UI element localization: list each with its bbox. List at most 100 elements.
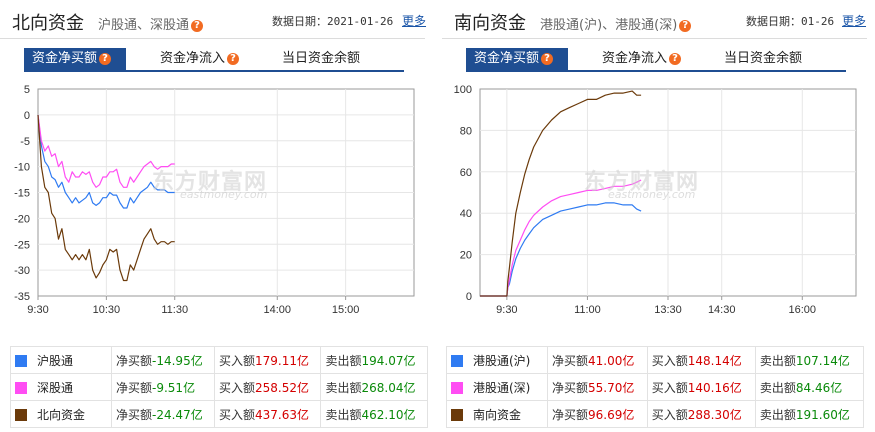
help-icon[interactable]: ? [679,19,692,32]
legend-net: 净买额96.69亿 [547,400,648,428]
sell-value: 268.04亿 [361,380,416,395]
north-tab-net-inflow[interactable]: 资金净流入? [152,48,247,70]
north-tab-balance[interactable]: 当日资金余额 [282,51,361,66]
x-tick-label: 11:00 [574,304,601,316]
south-chart: 100 80 60 40 20 0 9:30 11:00 13:30 14:30 16:00 [454,84,857,316]
legend-buy: 买入额148.14亿 [646,346,756,374]
watermark-logo: 东方财富网 [584,170,700,195]
south-tab-net-buy-label: 资金净买额 [474,51,540,66]
legend-series-name: 北向资金 [37,407,86,422]
y-tick-label: 80 [460,125,472,137]
net-value: 41.00亿 [588,353,635,368]
north-legend-table: 沪股通 净买额-14.95亿 买入额179.11亿 卖出额194.07亿 深股通 净买额-… [10,346,428,428]
buy-value: 288.30亿 [687,407,742,422]
legend-series: 深股通 [10,373,112,401]
y-tick-label: -15 [14,188,30,200]
help-icon[interactable]: ? [669,52,682,65]
help-icon[interactable]: ? [99,52,112,65]
legend-series: 沪股通 [10,346,112,374]
sell-value: 462.10亿 [361,407,416,422]
legend-buy: 买入额179.11亿 [213,346,322,374]
legend-buy: 买入额288.30亿 [646,400,756,428]
sell-label: 卖出额 [325,407,362,422]
series-line [37,114,175,282]
legend-swatch [15,382,27,394]
south-legend-row: 港股通(深) 净买额55.70亿 买入额140.16亿 卖出额84.46亿 [446,373,865,401]
y-tick-label: -20 [14,213,30,225]
y-tick-label: 60 [460,167,472,179]
net-value: -14.95亿 [152,353,203,368]
y-tick-label: 100 [454,84,472,96]
buy-value: 140.16亿 [687,380,742,395]
sell-label: 卖出额 [759,407,796,422]
legend-sell: 卖出额268.04亿 [320,373,428,401]
sell-label: 卖出额 [759,380,796,395]
south-tab-balance[interactable]: 当日资金余额 [724,51,803,66]
sell-value: 194.07亿 [361,353,416,368]
x-tick-label: 13:30 [654,304,682,316]
south-tab-net-inflow[interactable]: 资金净流入? [594,48,689,70]
south-tab-net-inflow-label: 资金净流入 [602,51,668,66]
net-value: 55.70亿 [588,380,635,395]
sell-value: 191.60亿 [795,407,850,422]
sell-label: 卖出额 [759,353,796,368]
north-title: 北向资金 [12,13,84,34]
legend-series: 港股通(深) [446,373,548,401]
series-line [480,202,642,297]
help-icon[interactable]: ? [227,52,240,65]
legend-swatch [451,355,463,367]
series-line [480,90,642,297]
legend-buy: 买入额258.52亿 [213,373,322,401]
legend-net: 净买额-14.95亿 [111,346,215,374]
legend-swatch [15,355,27,367]
net-label: 净买额 [552,380,589,395]
north-tab-underline [24,70,404,72]
net-value: -24.47亿 [152,407,203,422]
legend-sell: 卖出额84.46亿 [754,373,865,401]
north-panel: 北向资金 沪股通、深股通? 数据日期：2021-01-26 更多 资金净买额? … [0,0,428,432]
x-tick-label: 16:00 [789,304,817,316]
north-header: 北向资金 沪股通、深股通? 数据日期：2021-01-26 更多 [0,0,427,39]
net-label: 净买额 [552,407,589,422]
legend-series: 北向资金 [10,400,112,428]
help-icon[interactable]: ? [191,19,204,32]
help-icon[interactable]: ? [541,52,554,65]
north-more-link[interactable]: 更多 [402,14,427,28]
buy-value: 179.11亿 [254,353,309,368]
y-tick-label: 20 [460,250,472,262]
north-tab-net-buy-label: 资金净买额 [32,51,98,66]
legend-net: 净买额-24.47亿 [111,400,215,428]
south-header: 南向资金 港股通(沪)、港股通(深)? 数据日期：01-26 更多 [442,0,867,39]
legend-net: 净买额41.00亿 [547,346,648,374]
legend-swatch [451,409,463,421]
y-tick-label: -25 [14,239,30,251]
south-date: 数据日期：01-26 [746,15,835,28]
buy-value: 258.52亿 [254,380,309,395]
buy-label: 买入额 [218,353,255,368]
south-more-link[interactable]: 更多 [842,14,867,28]
south-panel: 南向资金 港股通(沪)、港股通(深)? 数据日期：01-26 更多 资金净买额?… [442,0,867,432]
north-subtitle: 沪股通、深股通? [98,14,204,33]
y-tick-label: 0 [466,291,472,303]
north-tab-net-inflow-label: 资金净流入 [160,51,226,66]
north-subtitle-text: 沪股通、深股通 [98,18,190,33]
sell-label: 卖出额 [325,353,362,368]
y-tick-label: -30 [14,265,30,277]
north-tab-net-buy[interactable]: 资金净买额? [24,48,126,70]
buy-label: 买入额 [651,407,688,422]
sell-value: 84.46亿 [795,380,843,395]
legend-series-name: 沪股通 [37,353,74,368]
legend-series-name: 港股通(沪) [473,353,531,368]
legend-buy: 买入额140.16亿 [646,373,756,401]
net-value: -9.51亿 [152,380,196,395]
watermark-url: eastmoney.com [180,188,268,201]
south-tab-net-buy[interactable]: 资金净买额? [466,48,568,70]
x-tick-label: 15:00 [332,304,360,316]
legend-buy: 买入额437.63亿 [213,400,322,428]
y-tick-label: 0 [24,110,30,122]
y-tick-label: -5 [20,136,30,148]
legend-series: 港股通(沪) [446,346,548,374]
y-tick-label: 5 [24,84,30,96]
legend-series: 南向资金 [446,400,548,428]
net-label: 净买额 [552,353,589,368]
